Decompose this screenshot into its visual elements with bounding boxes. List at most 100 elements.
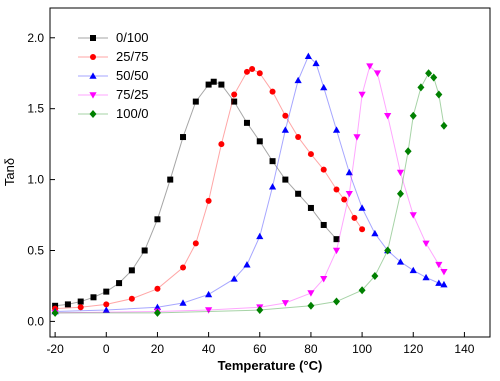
data-point: [417, 83, 425, 92]
data-point: [396, 169, 405, 177]
data-point: [192, 98, 199, 105]
data-point: [435, 279, 443, 286]
data-point: [435, 90, 443, 99]
x-tick-label: -20: [46, 342, 64, 356]
x-tick-label: 0: [103, 342, 110, 356]
data-point: [243, 119, 250, 126]
data-point: [103, 301, 110, 308]
data-point: [153, 308, 161, 317]
data-point: [205, 307, 213, 314]
series-line: [55, 68, 363, 310]
data-point: [231, 91, 238, 98]
data-point: [353, 134, 361, 141]
legend-marker: [89, 110, 97, 118]
legend-label: 100/0: [116, 106, 149, 121]
x-axis-title: Temperature (°C): [218, 358, 323, 373]
data-point: [307, 290, 315, 297]
data-point: [440, 268, 448, 276]
y-tick-label: 1.0: [27, 173, 44, 187]
data-point: [304, 52, 312, 60]
legend-label: 50/50: [116, 68, 149, 83]
data-point: [359, 226, 366, 233]
data-point: [409, 266, 417, 274]
legend-marker: [90, 54, 96, 60]
data-point: [396, 258, 405, 265]
data-point: [90, 294, 97, 301]
x-tick-label: 60: [253, 342, 267, 356]
data-point: [373, 70, 382, 77]
x-tick-label: 120: [403, 342, 423, 356]
data-point: [64, 301, 71, 308]
data-point: [358, 286, 366, 295]
data-point: [205, 81, 212, 88]
data-point: [366, 63, 374, 70]
data-point: [422, 273, 430, 281]
data-point: [116, 280, 123, 287]
data-point: [205, 290, 213, 298]
data-point: [205, 197, 212, 204]
data-point: [430, 73, 438, 82]
data-point: [230, 275, 238, 282]
data-point: [282, 112, 289, 119]
data-point: [332, 126, 341, 133]
data-point: [103, 288, 110, 295]
data-point: [179, 299, 187, 306]
legend-marker: [89, 92, 97, 99]
legend-label: 25/75: [116, 49, 149, 64]
series-line: [55, 72, 445, 314]
data-point: [51, 308, 59, 317]
data-point: [307, 151, 314, 158]
data-point: [256, 70, 263, 77]
data-point: [269, 88, 276, 95]
data-point: [210, 78, 217, 85]
plot-frame: [49, 7, 491, 338]
data-point: [384, 246, 392, 255]
data-point: [295, 134, 302, 141]
data-point: [345, 168, 353, 176]
x-tick-label: 140: [454, 342, 474, 356]
data-point: [102, 306, 110, 313]
data-point: [351, 214, 358, 221]
data-point: [281, 300, 289, 307]
data-point: [333, 186, 340, 193]
data-point: [243, 261, 251, 268]
data-point: [422, 240, 430, 248]
data-point: [154, 216, 161, 223]
data-point: [154, 285, 161, 292]
data-point: [358, 91, 366, 99]
data-point: [320, 276, 328, 283]
data-point: [153, 303, 162, 311]
data-point: [435, 261, 443, 269]
data-point: [320, 221, 327, 228]
data-point: [409, 212, 417, 219]
data-point: [384, 112, 392, 120]
data-point: [281, 126, 289, 133]
data-point: [256, 232, 264, 240]
data-point: [128, 267, 135, 274]
data-point: [307, 204, 314, 211]
data-point: [396, 189, 404, 198]
data-point: [358, 204, 366, 211]
data-point: [141, 247, 148, 254]
data-point: [409, 111, 417, 120]
data-point: [295, 190, 302, 197]
x-tick-label: 20: [151, 342, 165, 356]
y-tick-label: 0.5: [27, 243, 44, 257]
x-tick-label: 40: [202, 342, 216, 356]
data-point: [256, 306, 264, 315]
y-tick-label: 0.0: [27, 314, 44, 328]
y-axis-title: Tanδ: [2, 158, 17, 186]
data-point: [256, 138, 263, 145]
data-point: [345, 190, 353, 198]
data-point: [425, 69, 433, 78]
data-point: [320, 166, 327, 173]
data-point: [282, 176, 289, 183]
data-point: [312, 59, 320, 67]
data-point: [269, 158, 276, 165]
legend-marker: [90, 35, 96, 41]
data-point: [404, 147, 412, 156]
data-point: [77, 298, 84, 305]
series-line: [55, 55, 445, 312]
y-tick-label: 1.5: [27, 102, 44, 116]
